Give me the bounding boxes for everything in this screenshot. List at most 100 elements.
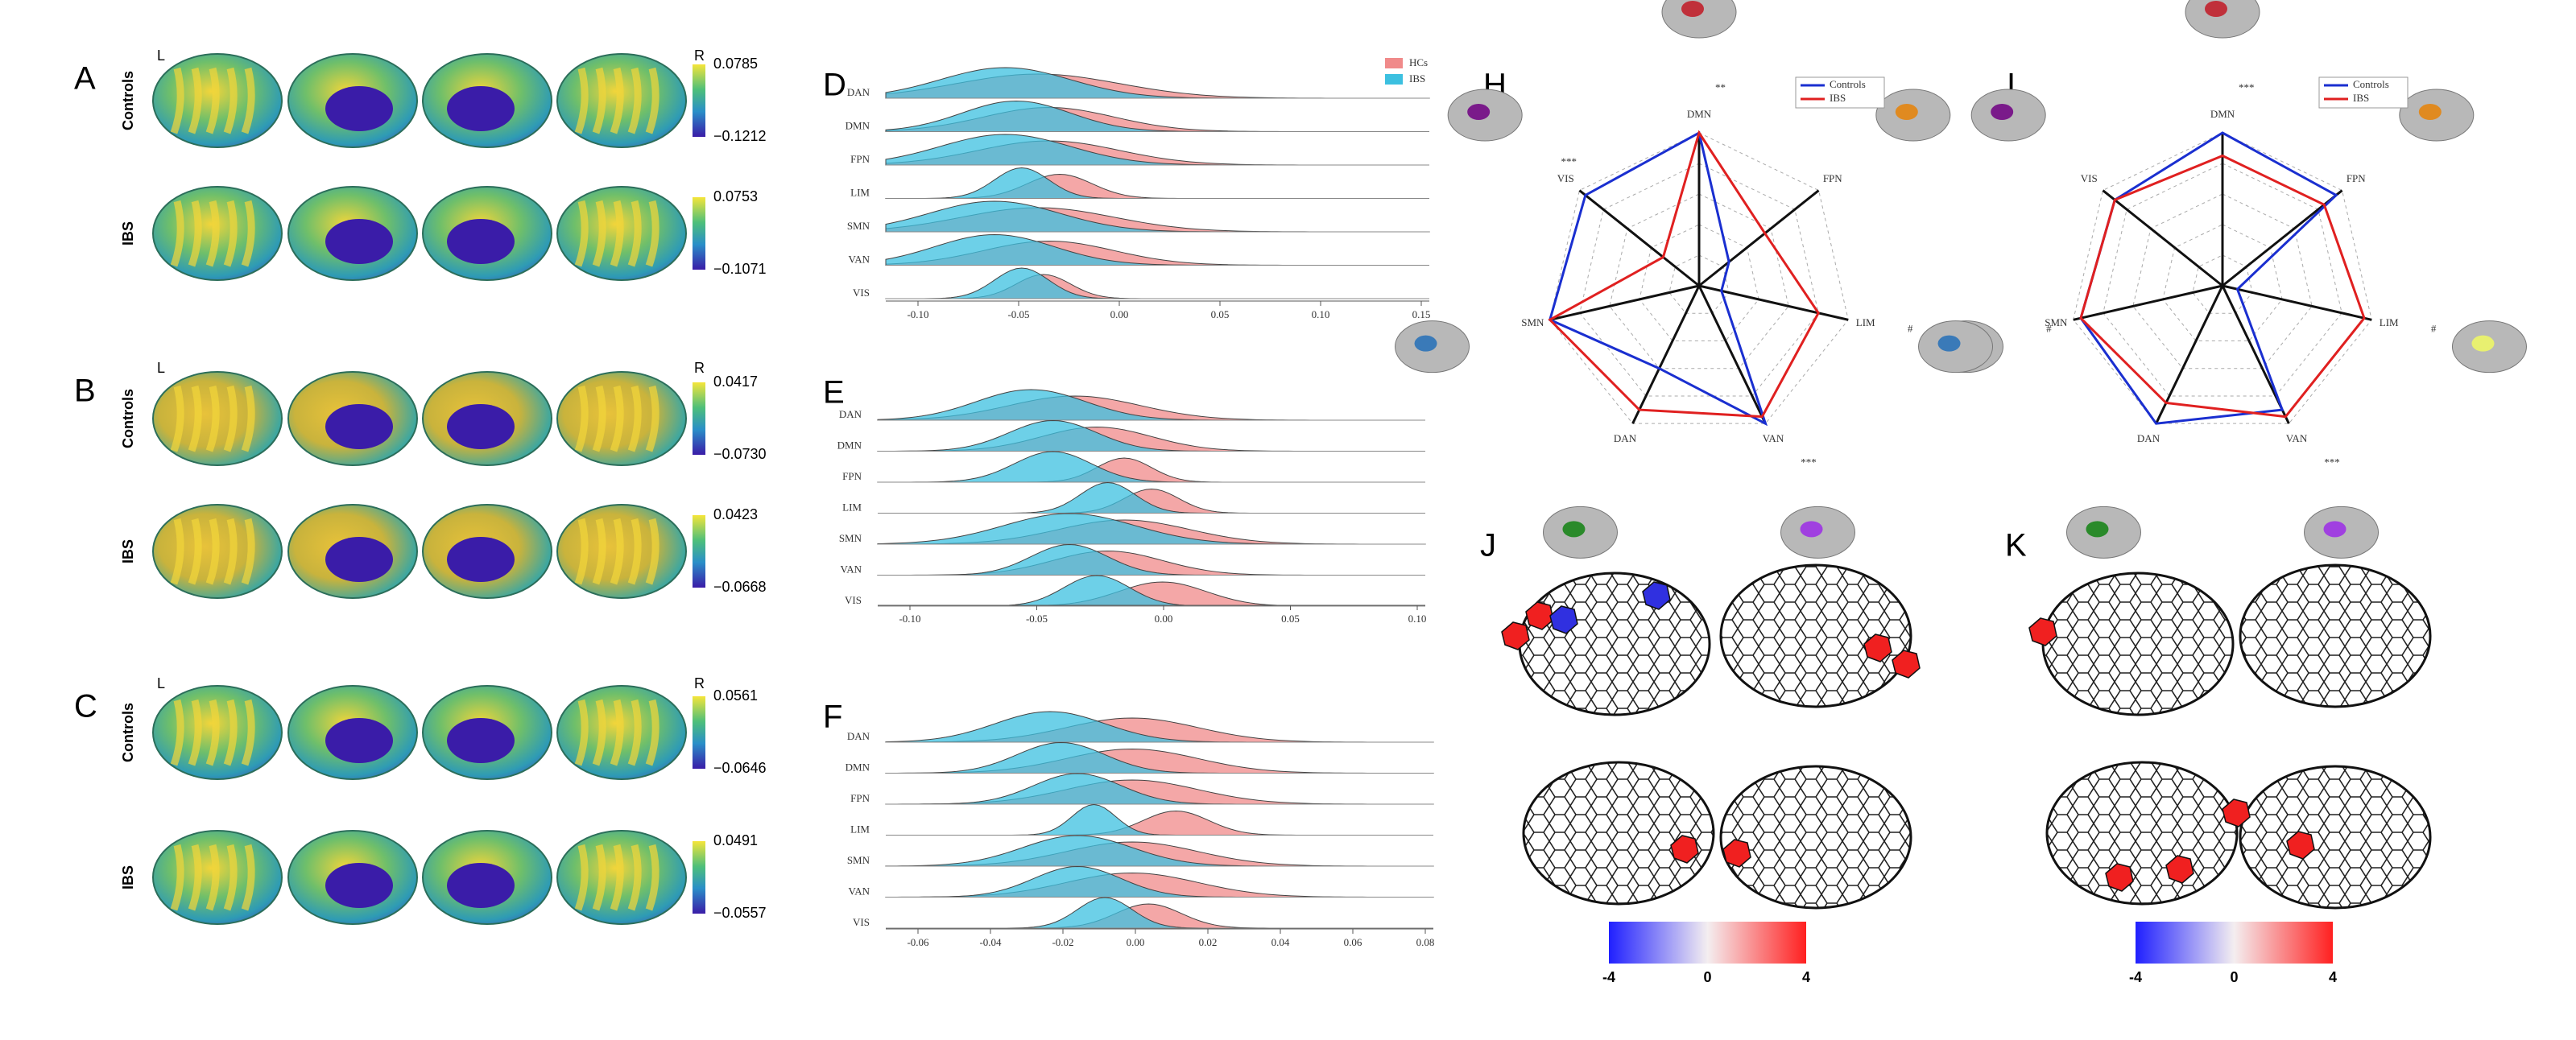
gyrus [627, 200, 642, 267]
gyrus [592, 518, 606, 585]
gyrus [205, 67, 220, 134]
colorbar-min: −0.0668 [713, 579, 767, 595]
gyrus [205, 699, 220, 766]
region [1863, 633, 1892, 662]
gyrus [170, 844, 184, 911]
gyrus [610, 200, 624, 267]
controls-line [2079, 131, 2338, 425]
colorbar-tick: 4 [1802, 969, 1810, 985]
gyrus [170, 518, 184, 585]
radar-axis [1578, 189, 1700, 287]
medial-wall [325, 219, 393, 264]
gyrus [574, 385, 589, 452]
network-patch [1414, 335, 1437, 352]
colorbar [693, 382, 705, 455]
gyrus [188, 200, 202, 267]
row-label: IBS [120, 221, 136, 246]
colorbar-tick: -4 [2129, 969, 2142, 985]
gyrus [645, 200, 660, 267]
colorbar-max: 0.0491 [713, 832, 758, 848]
gyrus [223, 200, 238, 267]
gyrus [241, 844, 255, 911]
colorbar-tick: 4 [2329, 969, 2337, 985]
legend-label: Controls [2353, 78, 2389, 90]
network-label: FPN [850, 792, 870, 804]
parcellated-cortex [1719, 563, 1912, 708]
row-label: IBS [120, 865, 136, 889]
density-hcs [877, 426, 1425, 452]
gyrus [574, 518, 589, 585]
radar-ring [1639, 224, 1759, 341]
gyrus [574, 200, 589, 267]
hemi-right: R [694, 47, 705, 64]
radar-ring [1549, 132, 1849, 424]
region [2222, 799, 2251, 827]
radar-ring [2192, 254, 2253, 314]
colorbar [693, 841, 705, 914]
density-ibs [886, 167, 1429, 199]
axis-label: VIS [2081, 172, 2098, 184]
colorbar-tick: 0 [2230, 969, 2238, 985]
gyrus [645, 385, 660, 452]
network-patch [1895, 104, 1918, 121]
significance: *** [2239, 81, 2255, 93]
gyrus [627, 699, 642, 766]
significance: # [1908, 323, 1913, 335]
network-label: FPN [842, 470, 862, 482]
network-label: FPN [850, 153, 870, 165]
network-label: DMN [837, 439, 862, 451]
gyrus [170, 200, 184, 267]
network-label: SMN [847, 220, 870, 232]
gyrus [627, 844, 642, 911]
axis-label: LIM [1856, 316, 1875, 328]
axis-label: VAN [2286, 432, 2308, 444]
legend-box [2318, 76, 2409, 109]
tick-label: 0.00 [1155, 613, 1173, 625]
tick-label: 0.04 [1271, 936, 1290, 948]
region [2165, 855, 2194, 884]
network-patch [1562, 521, 1586, 538]
significance: # [2046, 323, 2052, 335]
colorbar [2136, 922, 2333, 964]
tick-label: 0.00 [1127, 936, 1145, 948]
parcellated-cortex [2239, 563, 2432, 708]
tick-label: 0.05 [1211, 308, 1230, 320]
gyrus [610, 385, 624, 452]
parcellated-cortex [2041, 572, 2235, 716]
gyrus [592, 67, 606, 134]
network-patch [2086, 521, 2109, 538]
network-label: VIS [845, 594, 862, 606]
medial-wall [447, 537, 515, 582]
panel-label: D [823, 68, 846, 103]
gyrus [188, 385, 202, 452]
axis-label: DMN [2210, 108, 2235, 120]
legend-box [1795, 76, 1885, 109]
gyrus [574, 844, 589, 911]
hemi-left: L [157, 360, 165, 376]
medial-wall [325, 537, 393, 582]
parcellated-cortex [2239, 765, 2432, 910]
controls-line [1548, 130, 1768, 427]
gyrus [188, 67, 202, 134]
gyrus [170, 67, 184, 134]
region [1501, 621, 1530, 650]
gyrus [592, 385, 606, 452]
legend-label: IBS [1830, 92, 1846, 104]
tick-label: -0.04 [979, 936, 1002, 948]
gyrus [170, 699, 184, 766]
radar-axis [1698, 284, 1849, 321]
significance: *** [2324, 456, 2340, 468]
hemi-left: L [157, 47, 165, 64]
gyrus [188, 518, 202, 585]
network-patch [1681, 1, 1704, 17]
gyrus [188, 844, 202, 911]
network-patch [1800, 521, 1823, 538]
parcellated-cortex [1518, 572, 1711, 716]
network-patch [1937, 335, 1961, 352]
gyrus [205, 385, 220, 452]
tick-label: 0.06 [1344, 936, 1362, 948]
colorbar-max: 0.0417 [713, 373, 758, 390]
legend-label: IBS [2353, 92, 2369, 104]
row-label: Controls [120, 71, 136, 130]
network-icon [2185, 0, 2260, 39]
